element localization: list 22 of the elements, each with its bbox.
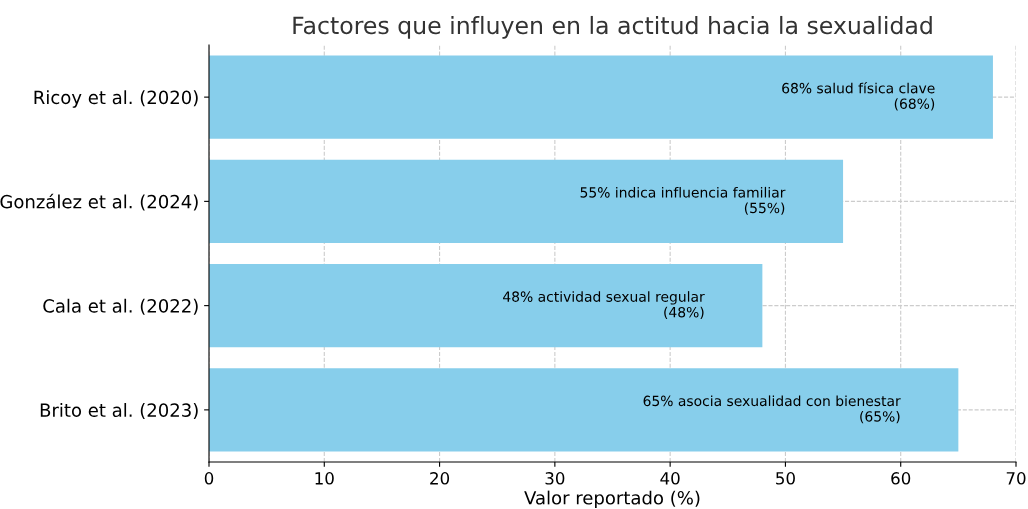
x-tick-label: 30	[545, 472, 565, 485]
x-tick-label: 20	[430, 472, 450, 485]
x-tick-label: 40	[660, 472, 680, 485]
data-label: 68% salud física clave (68%)	[782, 82, 935, 111]
bar	[209, 263, 763, 348]
x-tick-label: 60	[891, 472, 911, 485]
y-tick-label: Ricoy et al. (2020)	[34, 90, 198, 108]
data-label: 65% asocia sexualidad con bienestar (65%)	[643, 395, 901, 424]
x-tick-label: 70	[1006, 472, 1026, 485]
y-tick-label: González et al. (2024)	[0, 193, 198, 211]
bar	[209, 55, 993, 139]
data-label: 48% actividad sexual regular (48%)	[503, 291, 705, 320]
x-tick-label: 50	[776, 472, 795, 485]
x-axis-title: Valor reportado (%)	[524, 490, 700, 509]
x-tick-label: 10	[315, 472, 334, 485]
data-label: 55% indica influencia familiar (55%)	[580, 186, 786, 215]
y-tick-label: Brito et al. (2023)	[40, 403, 198, 420]
bar	[209, 368, 959, 452]
y-tick-label: Cala et al. (2022)	[43, 298, 198, 315]
chart-title: Factores que influyen en la actitud hacia la sexualidad	[293, 15, 932, 39]
bar	[209, 159, 844, 244]
x-tick-label: 0	[204, 472, 214, 485]
